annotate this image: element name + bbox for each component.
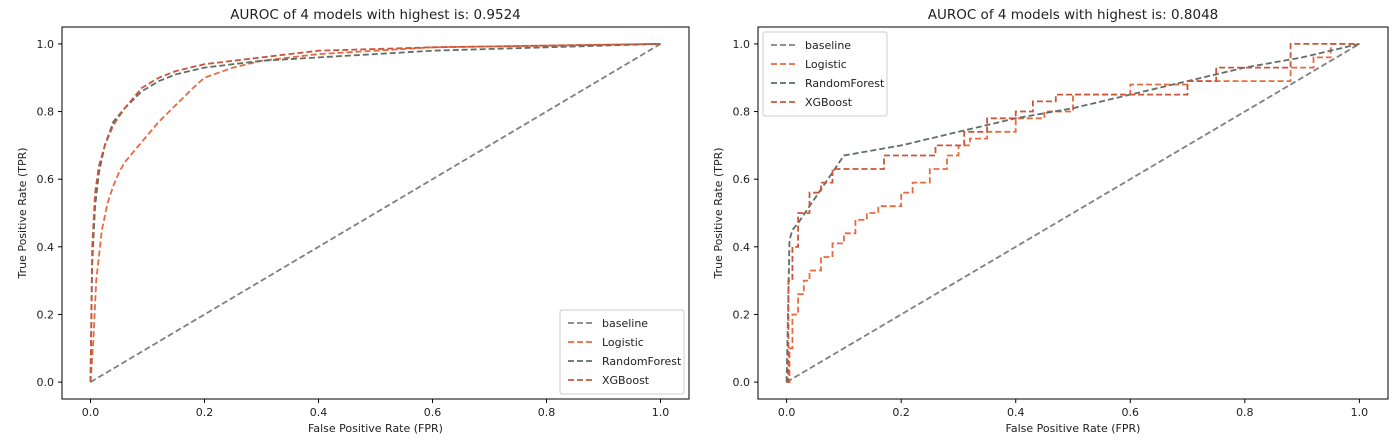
axes-frame xyxy=(757,26,1389,400)
series-line-logistic xyxy=(89,43,661,383)
y-tick-label: 1.0 xyxy=(37,38,55,51)
x-tick-label: 0.4 xyxy=(310,406,328,419)
y-tick-label: 0.6 xyxy=(37,173,55,186)
chart-title: AUROC of 4 models with highest is: 0.952… xyxy=(230,7,521,23)
legend: baseline Logistic RandomForest XGBoost xyxy=(762,31,888,117)
y-tick-label: 1.0 xyxy=(733,38,751,51)
chart-title: AUROC of 4 models with highest is: 0.804… xyxy=(928,7,1219,23)
chart-panel-1: AUROC of 4 models with highest is: 0.952… xyxy=(16,7,690,435)
legend-label-randomforest: RandomForest xyxy=(602,355,682,368)
series-line-randomforest xyxy=(89,43,661,383)
y-tick-label: 0.2 xyxy=(37,308,55,321)
x-tick-label: 1.0 xyxy=(1351,406,1369,419)
y-tick-label: 0.8 xyxy=(37,106,55,119)
x-tick-label: 0.0 xyxy=(82,406,100,419)
series-line-xgboost xyxy=(786,43,1360,384)
y-tick-label: 0.4 xyxy=(733,241,751,254)
y-tick-label: 0.4 xyxy=(37,241,55,254)
series-line-randomforest xyxy=(785,43,1360,383)
x-tick-label: 0.8 xyxy=(538,406,556,419)
chart-panel-2: AUROC of 4 models with highest is: 0.804… xyxy=(712,7,1389,435)
x-tick-label: 0.0 xyxy=(778,406,796,419)
legend-box xyxy=(762,31,888,117)
x-tick-label: 0.2 xyxy=(196,406,214,419)
legend-label-baseline: baseline xyxy=(805,39,851,52)
series-line-baseline xyxy=(90,43,661,383)
series-line-baseline xyxy=(786,43,1360,383)
x-tick-label: 0.8 xyxy=(1236,406,1254,419)
axes-frame xyxy=(61,26,690,400)
y-tick-label: 0.6 xyxy=(733,173,751,186)
y-axis-label: True Positive Rate (TPR) xyxy=(712,147,725,279)
legend-label-randomforest: RandomForest xyxy=(805,77,885,90)
legend-label-logistic: Logistic xyxy=(602,336,644,349)
legend-label-baseline: baseline xyxy=(602,317,648,330)
y-tick-label: 0.0 xyxy=(733,376,751,389)
y-tick-label: 0.8 xyxy=(733,106,751,119)
legend: baseline Logistic RandomForest XGBoost xyxy=(559,309,685,395)
x-axis-label: False Positive Rate (FPR) xyxy=(1006,422,1141,435)
x-tick-label: 0.2 xyxy=(892,406,910,419)
y-tick-label: 0.0 xyxy=(37,376,55,389)
y-axis-label: True Positive Rate (TPR) xyxy=(16,147,29,279)
legend-box xyxy=(559,309,685,395)
legend-label-xgboost: XGBoost xyxy=(602,374,650,387)
legend-label-xgboost: XGBoost xyxy=(805,96,853,109)
x-tick-label: 0.6 xyxy=(424,406,442,419)
series-line-xgboost xyxy=(89,43,661,383)
legend-label-logistic: Logistic xyxy=(805,58,847,71)
x-tick-label: 0.4 xyxy=(1007,406,1025,419)
y-tick-label: 0.2 xyxy=(733,308,751,321)
x-tick-label: 1.0 xyxy=(652,406,670,419)
x-tick-label: 0.6 xyxy=(1122,406,1140,419)
x-axis-label: False Positive Rate (FPR) xyxy=(308,422,443,435)
